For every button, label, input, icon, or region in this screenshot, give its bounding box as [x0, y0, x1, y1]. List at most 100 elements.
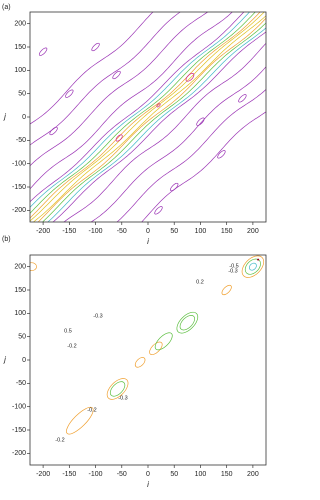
x-tick-label: -100 — [89, 228, 103, 235]
contour-loop — [109, 381, 126, 397]
contour-line — [30, 12, 154, 125]
contour-loop — [217, 150, 226, 159]
contour-loop — [185, 73, 195, 82]
plot-frame — [29, 254, 267, 466]
y-tick-label: 50 — [18, 91, 26, 98]
y-tick-label: 200 — [14, 21, 26, 28]
contour-loop — [91, 42, 100, 52]
contour-line — [116, 88, 266, 222]
contour-loop — [106, 378, 129, 400]
x-tick-label: 50 — [170, 471, 178, 478]
x-tick-label: 0 — [146, 228, 150, 235]
contour-line — [52, 31, 266, 222]
contour-line — [30, 12, 265, 222]
contour-label: 0.5 — [64, 328, 72, 334]
y-axis-label: j — [3, 355, 6, 364]
contour-line — [30, 12, 256, 214]
contour-line — [30, 12, 245, 203]
contour-lines — [30, 12, 266, 222]
y-tick-label: -100 — [12, 161, 26, 168]
contour-loop — [115, 134, 123, 142]
x-tick-label: 200 — [247, 471, 259, 478]
contour-peak — [257, 258, 260, 261]
x-tick-label: -150 — [62, 471, 76, 478]
panel-label: (b) — [2, 236, 11, 243]
panel-label: (a) — [2, 4, 11, 11]
x-tick-label: -200 — [36, 228, 50, 235]
contour-line — [32, 15, 266, 222]
x-tick-label: 50 — [170, 228, 178, 235]
contour-line — [90, 66, 266, 222]
x-axis-label: i — [147, 480, 149, 489]
contour-loop — [249, 262, 257, 271]
y-tick-label: 0 — [22, 357, 26, 364]
contour-label: -0.3 — [93, 313, 102, 319]
contour-loop — [30, 262, 37, 272]
contour-loop — [154, 332, 173, 351]
y-tick-label: 100 — [14, 67, 26, 74]
x-tick-label: 100 — [195, 228, 207, 235]
contour-loop — [179, 315, 195, 331]
contour-loop — [241, 255, 265, 278]
contour-line — [47, 27, 266, 222]
contour-line — [30, 12, 233, 190]
y-tick-label: -50 — [16, 380, 26, 387]
contour-label: -0.3 — [228, 268, 237, 274]
contour-line — [37, 17, 266, 222]
x-tick-label: -100 — [89, 471, 103, 478]
contour-line — [63, 42, 266, 222]
contour-loop — [221, 284, 232, 296]
y-tick-label: -200 — [12, 450, 26, 457]
y-tick-label: 150 — [14, 287, 26, 294]
contour-loop — [156, 103, 161, 108]
contour-loop — [176, 311, 199, 334]
y-tick-label: -100 — [12, 404, 26, 411]
x-tick-label: 0 — [146, 471, 150, 478]
contour-loop — [38, 47, 48, 56]
contour-lines — [30, 255, 265, 435]
contour-loop — [66, 406, 94, 435]
y-tick-label: 100 — [14, 310, 26, 317]
contour-label: -0.2 — [55, 437, 64, 443]
y-tick-label: 200 — [14, 264, 26, 271]
x-tick-label: 150 — [221, 228, 233, 235]
contour-loop — [196, 117, 205, 126]
contour-loop — [49, 126, 58, 136]
y-tick-label: 50 — [18, 334, 26, 341]
contour-loop — [170, 182, 179, 192]
contour-label: -0.2 — [87, 407, 96, 413]
x-tick-label: -150 — [62, 228, 76, 235]
contour-loop — [149, 341, 163, 356]
figure: -200 -150 -100 -50 0 50 100 150 200 -200 -150 -100 -… — [2, 4, 267, 489]
y-tick-label: -200 — [12, 207, 26, 214]
x-tick-label: 100 — [195, 471, 207, 478]
contour-loop — [65, 89, 74, 98]
contour-loop — [238, 94, 247, 103]
contour-loop — [244, 258, 261, 275]
x-tick-label: 150 — [221, 471, 233, 478]
y-tick-label: -150 — [12, 427, 26, 434]
y-tick-label: -50 — [16, 137, 26, 144]
x-tick-label: 200 — [247, 228, 259, 235]
contour-line — [30, 12, 181, 146]
y-tick-label: 150 — [14, 44, 26, 51]
y-tick-label: -150 — [12, 184, 26, 191]
x-axis-label: i — [147, 237, 149, 246]
contour-loop — [134, 357, 146, 368]
contour-label: 0.2 — [196, 279, 204, 285]
x-tick-label: -50 — [117, 471, 127, 478]
contour-loop — [112, 70, 121, 80]
y-tick-label: 0 — [22, 114, 26, 121]
x-tick-label: -50 — [117, 228, 127, 235]
contour-line — [30, 12, 209, 167]
y-axis-label: j — [3, 112, 6, 121]
contour-line — [30, 12, 261, 219]
contour-loop — [154, 206, 163, 215]
contour-line — [42, 22, 266, 222]
contour-line — [141, 111, 266, 222]
contour-label: -0.5 — [229, 263, 238, 269]
contour-label: -0.3 — [118, 395, 127, 401]
contour-line — [30, 12, 251, 208]
x-tick-label: -200 — [36, 471, 50, 478]
contour-label: -0.2 — [67, 343, 76, 349]
